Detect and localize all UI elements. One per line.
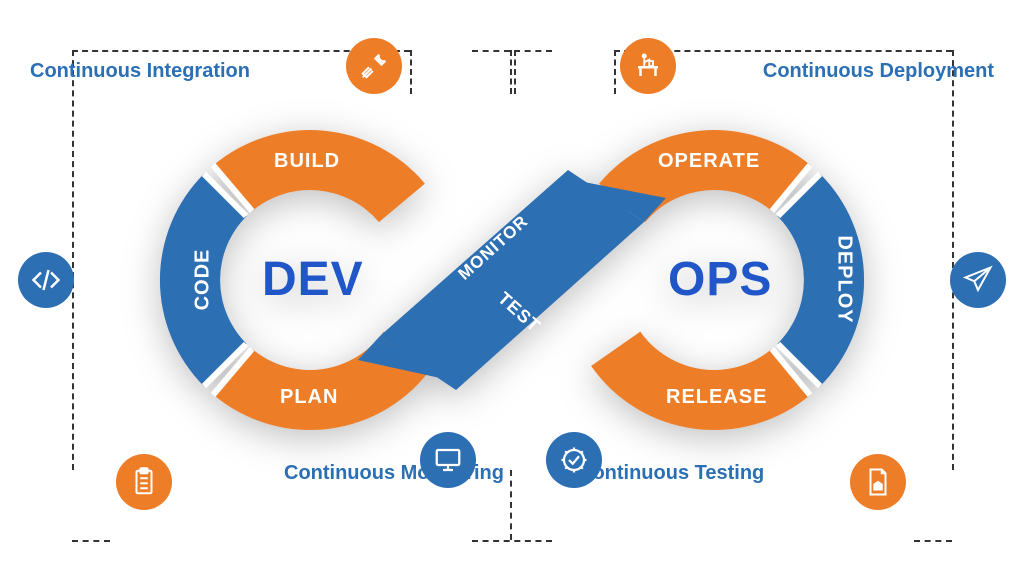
stage-release: RELEASE: [666, 386, 767, 409]
infinity-loop: DEV OPS PLAN CODE BUILD TEST RELEASE DEP…: [80, 110, 944, 450]
stage-operate: OPERATE: [658, 150, 760, 173]
monitor-icon: [420, 432, 476, 488]
label-top-left: Continuous Integration: [30, 60, 250, 83]
bracket-bottom: [72, 470, 952, 560]
house-icon: [850, 454, 906, 510]
center-ops: OPS: [668, 252, 772, 307]
stage-plan: PLAN: [280, 386, 338, 409]
clipboard-icon: [116, 454, 172, 510]
label-bottom-right: Continuous Testing: [578, 462, 764, 485]
gear-icon: [546, 432, 602, 488]
stage-deploy: DEPLOY: [833, 235, 856, 323]
code-icon: [18, 252, 74, 308]
label-top-right: Continuous Deployment: [763, 60, 994, 83]
stage-build: BUILD: [274, 150, 340, 173]
plane-icon: [950, 252, 1006, 308]
devops-infinity-diagram: Continuous Integration Continuous Deploy…: [0, 0, 1024, 576]
desk-icon: [620, 38, 676, 94]
center-dev: DEV: [262, 252, 364, 307]
tools-icon: [346, 38, 402, 94]
stage-code: CODE: [191, 249, 214, 311]
segment-build: [214, 130, 425, 222]
